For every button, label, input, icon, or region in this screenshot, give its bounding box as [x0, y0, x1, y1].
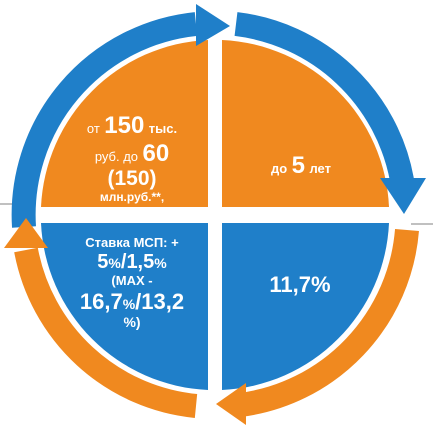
- max-values: 16,7%/13,2: [54, 289, 210, 314]
- rate-label: Ставка МСП: +: [85, 235, 179, 250]
- ring-arc-bottom-right: [238, 228, 419, 417]
- quadrant-bottom-left-text: Ставка МСП: + 5%/1,5% (МАХ - 16,7%/13,2 …: [54, 235, 210, 331]
- rate-b: 1,5: [126, 250, 155, 273]
- line-amount-from: от 150 тыс.: [62, 112, 202, 140]
- quadrant-top-right-text: до 5 лет: [236, 152, 366, 180]
- term-unit: лет: [309, 161, 331, 176]
- quadrant-bottom-left: [41, 223, 208, 390]
- quadrant-bottom-right-text: 11,7%: [240, 272, 360, 297]
- max-label: (МАХ -: [111, 272, 153, 288]
- ring-arc-top-left: [11, 12, 198, 228]
- max-a: 16,7: [79, 288, 123, 314]
- ring-arc-top-right: [234, 12, 414, 183]
- rate-a-pct: %: [108, 254, 121, 271]
- rate-b-pct: %: [154, 254, 167, 271]
- quadrant-top-left: [41, 40, 208, 207]
- quadrant-top-left-text: от 150 тыс. руб. до 60 (150) млн.руб.**,: [62, 112, 202, 205]
- arrow-left-icon: [216, 383, 246, 425]
- max-b-pct: %): [123, 314, 141, 331]
- rate-values: 5%/1,5%: [54, 251, 210, 274]
- unit-thousand: тыс.: [148, 121, 178, 136]
- label-from: от: [86, 121, 100, 136]
- amount-to-alt: (150): [107, 167, 157, 191]
- term-prefix: до: [271, 161, 288, 176]
- term-value: 5: [291, 152, 306, 179]
- unit-million-rub: млн.руб.**,: [99, 190, 165, 205]
- arrow-right-icon: [196, 4, 230, 46]
- rate-sep: /: [120, 250, 127, 273]
- label-rub-to: руб. до: [94, 148, 139, 164]
- max-b: 13,2: [141, 288, 185, 314]
- quadrant-top-right: [222, 40, 389, 207]
- quadrant-bottom-right: [222, 223, 389, 390]
- arrow-down-icon: [380, 178, 426, 214]
- max-sep: /: [135, 288, 142, 314]
- line-amount-to: руб. до 60: [62, 140, 202, 168]
- amount-to: 60: [142, 139, 170, 167]
- ring-arc-bottom-left: [14, 247, 198, 418]
- max-a-pct: %: [122, 295, 136, 312]
- rate-a: 5: [97, 250, 109, 273]
- arrow-up-icon: [4, 218, 48, 248]
- amount-from: 150: [104, 112, 145, 139]
- rate-value: 11,7%: [269, 272, 331, 297]
